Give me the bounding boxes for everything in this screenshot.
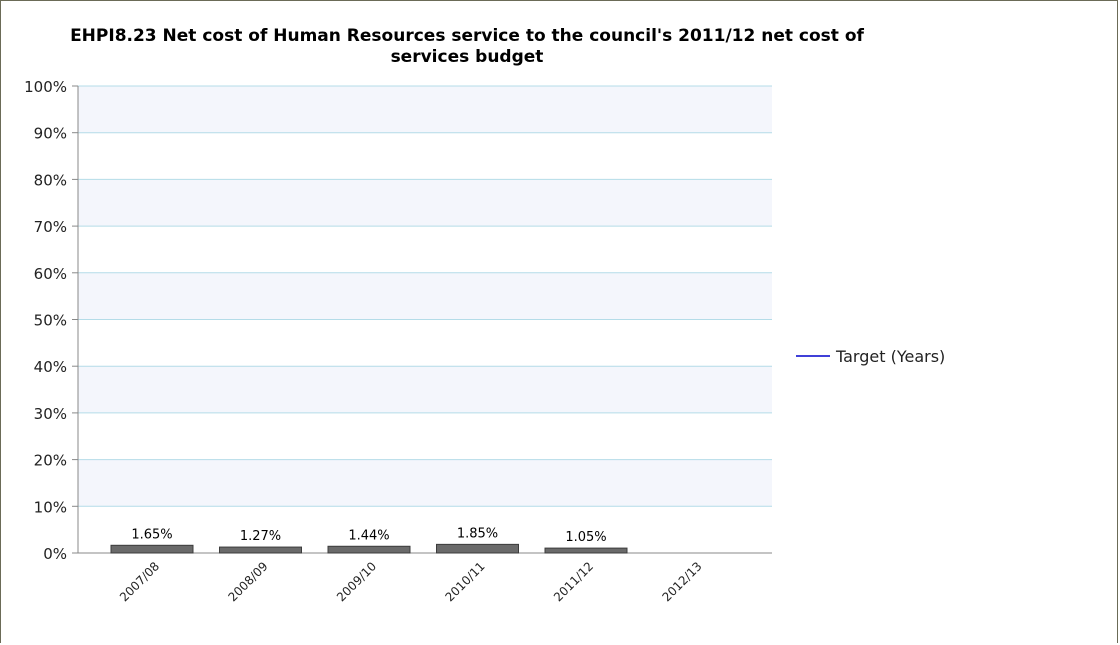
- x-tick-label: 2011/12: [551, 559, 596, 604]
- y-tick-label: 30%: [34, 405, 67, 423]
- legend: Target (Years): [796, 347, 945, 366]
- plot-band: [78, 86, 772, 133]
- bar: [544, 547, 628, 554]
- plot-band: [78, 459, 772, 507]
- plot-band: [78, 366, 772, 413]
- data-label: 1.85%: [457, 526, 498, 541]
- bars: [110, 543, 628, 554]
- y-tick-label: 80%: [34, 171, 67, 189]
- data-labels: 1.65% 1.27% 1.44% 1.85% 1.05%: [131, 526, 606, 545]
- data-label: 1.44%: [348, 528, 389, 543]
- x-tick-label: 2008/09: [225, 559, 270, 604]
- y-tick-label: 100%: [24, 78, 67, 96]
- chart-title-line-1: EHPI8.23 Net cost of Human Resources ser…: [70, 26, 864, 46]
- legend-entry-label: Target (Years): [835, 347, 945, 366]
- y-tick-label: 90%: [34, 125, 67, 143]
- plot-band: [78, 179, 772, 227]
- chart-title-line-2: services budget: [391, 47, 544, 67]
- plot-bands: [78, 86, 772, 507]
- data-label: 1.65%: [131, 527, 172, 542]
- y-tick-label: 0%: [43, 545, 67, 563]
- y-tick-label: 50%: [34, 312, 67, 330]
- y-tick-label: 20%: [34, 452, 67, 470]
- y-axis: 0% 10% 20% 30% 40% 50% 60% 70% 80% 90% 100%: [24, 78, 79, 563]
- bar: [436, 543, 519, 554]
- gridlines: [78, 85, 772, 507]
- x-tick-label: 2007/08: [117, 559, 162, 604]
- x-tick-label: 2009/10: [334, 559, 379, 604]
- data-label: 1.05%: [565, 530, 606, 545]
- y-tick-label: 10%: [34, 498, 67, 516]
- bar: [110, 544, 194, 554]
- x-tick-label: 2010/11: [442, 559, 487, 604]
- y-tick-label: 40%: [34, 358, 67, 376]
- data-label: 1.27%: [240, 529, 281, 544]
- y-tick-label: 60%: [34, 265, 67, 283]
- x-tick-label: 2012/13: [659, 559, 704, 604]
- y-tick-label: 70%: [34, 218, 67, 236]
- bar: [219, 546, 302, 554]
- bar: [327, 545, 411, 554]
- plot-band: [78, 272, 772, 320]
- x-axis: 2007/08 2008/09 2009/10 2010/11 2011/12 2012/…: [78, 552, 772, 604]
